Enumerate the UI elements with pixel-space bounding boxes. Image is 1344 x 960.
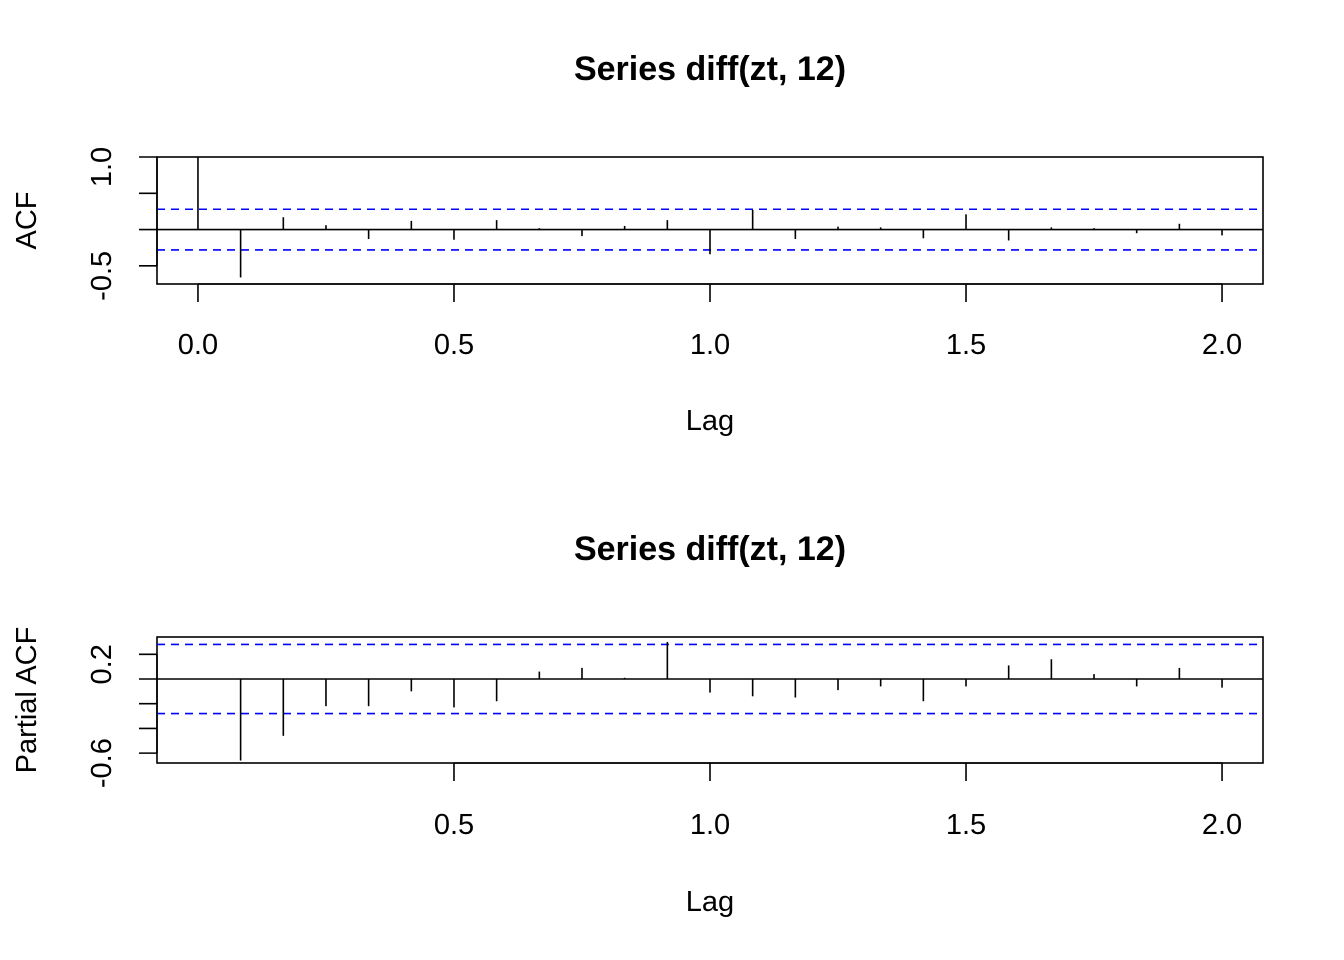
- plot-frame: [156, 636, 1264, 764]
- y-tick-label: 0.2: [86, 644, 118, 684]
- chart-title: Series diff(zt, 12): [574, 530, 846, 568]
- plot-frame: [156, 156, 1264, 285]
- x-tick-label: 1.5: [946, 329, 986, 361]
- x-tick-label: 1.0: [690, 329, 730, 361]
- x-tick-label: 1.0: [690, 809, 730, 841]
- x-tick-label: 0.5: [434, 809, 474, 841]
- x-tick-label: 1.5: [946, 809, 986, 841]
- x-tick-label: 0.0: [178, 329, 218, 361]
- y-tick-label: 1.0: [86, 147, 118, 187]
- x-axis-label: Lag: [686, 886, 734, 918]
- chart-title: Series diff(zt, 12): [574, 50, 846, 88]
- y-tick-label: -0.5: [86, 251, 118, 301]
- x-tick-label: 2.0: [1202, 809, 1242, 841]
- acf-panel: Series diff(zt, 12) 0.0 0.5 1.0 1.5 2.0 -0.5 1.…: [11, 50, 1264, 437]
- x-tick-label: 2.0: [1202, 329, 1242, 361]
- y-tick-label: -0.6: [86, 738, 118, 788]
- x-tick-label: 0.5: [434, 329, 474, 361]
- x-axis-label: Lag: [686, 405, 734, 437]
- y-axis-label: Partial ACF: [11, 627, 43, 774]
- y-axis-label: ACF: [11, 192, 43, 250]
- pacf-panel: Series diff(zt, 12) 0.5 1.0 1.5 2.0 -0.6 0.2 La…: [11, 530, 1264, 918]
